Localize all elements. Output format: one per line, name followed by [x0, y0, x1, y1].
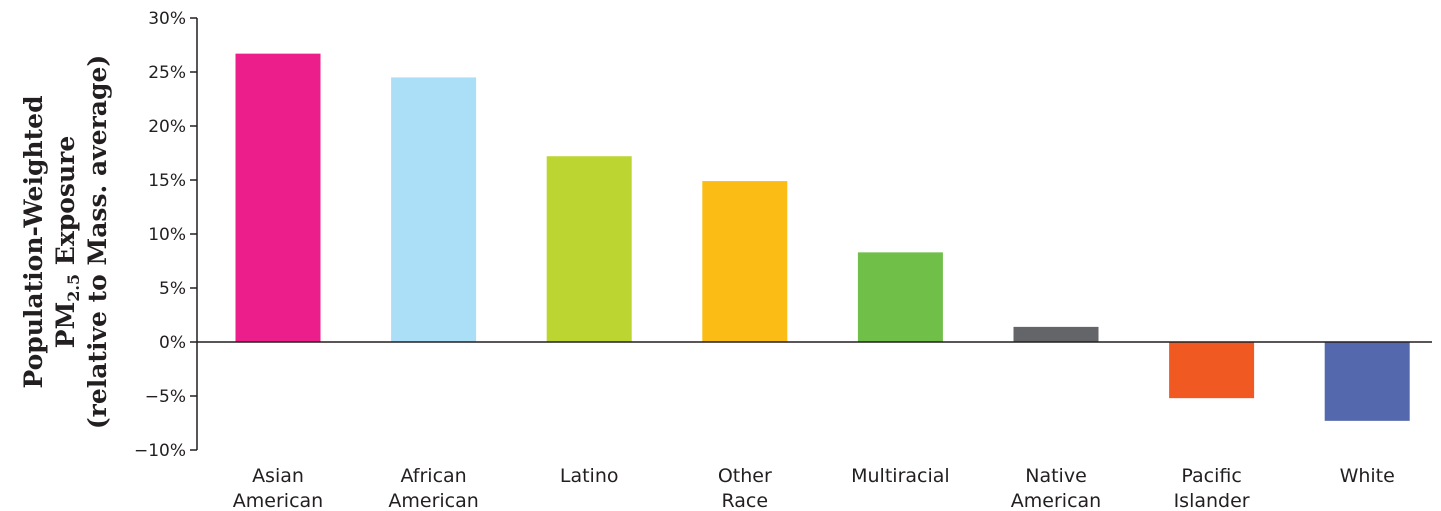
category-label-line: Race: [722, 490, 769, 511]
bar: [391, 77, 477, 343]
category-label-line: Multiracial: [851, 465, 950, 487]
bars: [235, 53, 1410, 421]
category-label-line: Islander: [1174, 490, 1250, 511]
category-label: Pacific Islander: [1174, 465, 1250, 511]
y-ticks: 30% 25% 20% 15% 10% 5% 0% −5% −10%: [134, 9, 197, 461]
category-label: Asian American: [233, 465, 323, 511]
y-tick-label: 5%: [159, 279, 186, 299]
category-label: Other Race: [718, 465, 772, 511]
category-label-line: White: [1340, 465, 1395, 487]
bar: [1169, 342, 1255, 399]
y-tick-label: 30%: [148, 9, 186, 29]
category-label-line: American: [1011, 490, 1101, 511]
category-label-line: American: [388, 490, 478, 511]
category-label-line: African: [400, 465, 466, 487]
category-label-line: Pacific: [1181, 465, 1241, 487]
y-tick-label: 10%: [148, 225, 186, 245]
y-axis-title-subscript: 2.5: [64, 274, 83, 302]
category-label-line: Latino: [560, 465, 619, 487]
bar: [702, 181, 788, 342]
category-label-line: Native: [1025, 465, 1087, 487]
y-axis-title-pm: PM: [51, 302, 80, 348]
category-label-line: Other: [718, 465, 772, 487]
category-label: Native American: [1011, 465, 1101, 511]
y-axis-title: Population-Weighted PM2.5 Exposure (rela…: [19, 55, 112, 429]
y-axis-title-line2: PM2.5 Exposure: [51, 136, 83, 348]
y-tick-label: 0%: [159, 333, 186, 353]
y-tick-label: −10%: [134, 441, 186, 461]
y-axis-title-exposure: Exposure: [51, 136, 80, 274]
category-label: Multiracial: [851, 465, 950, 487]
bar: [546, 156, 632, 342]
y-axis-title-line3: (relative to Mass. average): [83, 55, 112, 429]
category-label: White: [1340, 465, 1395, 487]
y-tick-label: −5%: [145, 387, 186, 407]
category-labels: Asian American African American Latino Other R…: [233, 465, 1395, 511]
bar: [1013, 326, 1099, 342]
y-tick-label: 15%: [148, 171, 186, 191]
category-label-line: American: [233, 490, 323, 511]
y-axis-title-line1: Population-Weighted: [19, 95, 48, 388]
bar: [857, 252, 943, 342]
bar: [235, 53, 321, 342]
category-label-line: Asian: [252, 465, 304, 487]
y-tick-label: 20%: [148, 117, 186, 137]
bar: [1324, 342, 1410, 421]
category-label: African American: [388, 465, 478, 511]
y-tick-label: 25%: [148, 63, 186, 83]
category-label: Latino: [560, 465, 619, 487]
